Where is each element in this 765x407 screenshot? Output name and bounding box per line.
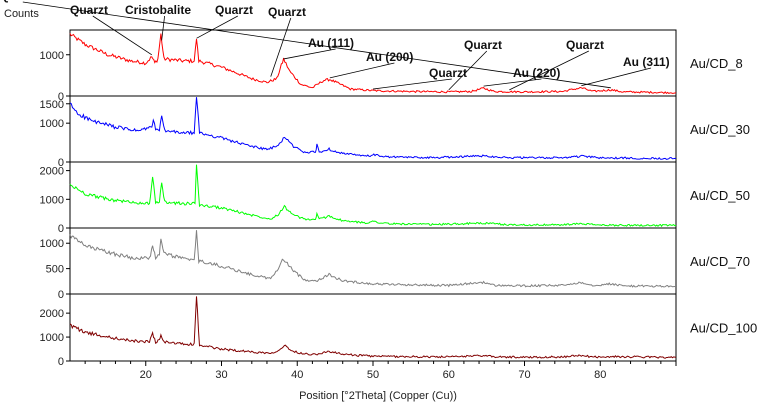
x-tick-label: 60 [443,369,455,381]
annotation-label: Quarzt [429,66,467,80]
x-tick-label: 30 [215,369,227,381]
annotation-label: Quarzt [215,3,253,17]
annotation-label: Quarzt [464,38,502,52]
annotation-label: Quarzt [70,3,108,17]
y-tick-label: 1000 [40,50,64,62]
y-tick-label: 0 [58,91,64,103]
annotation-leader [448,50,488,91]
annotation-label: Au (220) [513,66,560,80]
y-tick-label: 2000 [40,308,64,320]
y-axis-title: Counts [4,8,39,20]
series-label: Au/CD_100 [690,321,757,336]
series-label: Au/CD_70 [690,254,750,269]
y-tick-label: 500 [46,264,64,276]
annotation-leader [161,15,166,41]
annotation-label: Au (111) [308,36,354,50]
annotation-label: Cristobalite [125,3,191,17]
x-tick-label: 50 [367,369,379,381]
series-line-Au/CD_50 [69,164,677,228]
annotation-leader [329,62,395,79]
series-label: Au/CD_30 [690,122,750,137]
series-label: Au/CD_50 [690,188,750,203]
annotation-leader [483,78,542,87]
annotation-leader [581,67,652,87]
y-tick-label: 0 [58,356,64,368]
x-tick-label: 40 [291,369,303,381]
y-tick-label: 0 [58,289,64,301]
series-line-Au/CD_30 [69,97,677,160]
y-tick-label: 0 [58,223,64,235]
y-tick-label: 1500 [40,99,64,111]
annotation-label: Quarzt [566,38,604,52]
annotation-leader [196,15,238,39]
series-label: Au/CD_8 [690,56,743,71]
annotation-leader [270,17,292,77]
x-tick-label: 20 [140,369,152,381]
x-tick-label: 80 [594,369,606,381]
x-tick-label: 70 [518,369,530,381]
y-tick-label: 1000 [40,332,64,344]
y-tick-label: 1000 [40,118,64,130]
series-line-Au/CD_100 [69,296,677,359]
annotation-label: Quarzt [268,5,306,19]
x-axis-title: Position [°2Theta] (Copper (Cu)) [299,390,457,402]
panel-frame [69,161,677,229]
panel-frame [69,293,677,362]
series-line-Au/CD_8 [69,33,677,95]
annotation-leader [372,78,452,90]
annotation-label: Au (311) [623,55,670,69]
annotation-label: Quarzt [0,0,38,3]
series-line-Au/CD_70 [69,230,677,288]
annotation-leader [22,1,611,89]
y-tick-label: 2000 [40,166,64,178]
y-tick-label: 1000 [40,194,64,206]
y-tick-label: 0 [58,157,64,169]
annotation-leader [283,48,336,60]
annotation-label: Au (200) [366,50,413,64]
annotation-leader [92,15,153,56]
panel-frame [69,95,677,163]
annotation-leader [509,50,589,91]
y-tick-label: 1000 [40,238,64,250]
